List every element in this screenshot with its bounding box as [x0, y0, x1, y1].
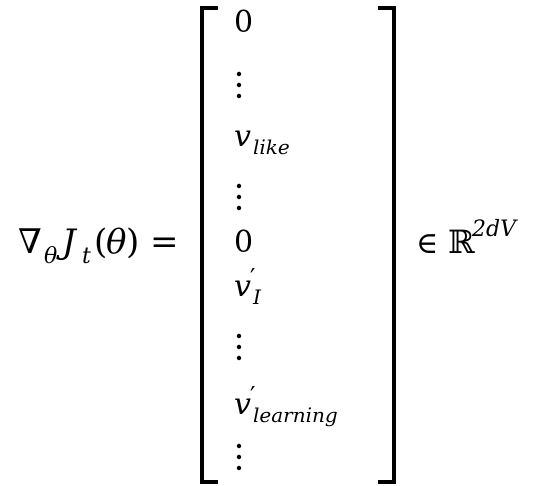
- entry-subscript: learning: [253, 403, 338, 427]
- vdot: [236, 443, 242, 449]
- equals-sign: =: [150, 222, 179, 262]
- vdot: [236, 344, 242, 350]
- left-bracket: [200, 6, 218, 484]
- J-subscript-t: t: [82, 244, 91, 269]
- vdot: [236, 465, 242, 471]
- nabla-subscript-theta: θ: [44, 244, 57, 269]
- vdot: [236, 194, 242, 200]
- entry-base: v: [234, 269, 251, 304]
- element-of-symbol: ∈: [416, 226, 438, 261]
- vdot: [236, 71, 242, 77]
- real-numbers-exponent: 2dV: [471, 217, 518, 242]
- J-symbol: J: [56, 222, 78, 262]
- vdot: [236, 333, 242, 339]
- theta-argument: θ: [106, 222, 126, 262]
- vector-entry: v ′I: [234, 264, 262, 309]
- entry-subscript: I: [252, 285, 262, 309]
- nabla-symbol: ∇: [18, 222, 42, 262]
- vertical-dots: [236, 183, 242, 211]
- entry-base: 0: [234, 5, 253, 40]
- vector-entry: 0: [234, 225, 253, 260]
- vdot: [236, 183, 242, 189]
- entry-subscript: like: [253, 135, 290, 159]
- entry-base: 0: [234, 225, 253, 260]
- entry-prime: ′: [250, 382, 255, 410]
- right-paren: ): [126, 222, 139, 262]
- vdot: [236, 93, 242, 99]
- left-paren: (: [94, 222, 107, 262]
- vector-entry: 0: [234, 5, 253, 40]
- right-bracket: [378, 6, 396, 484]
- vector-entry: v ′learning: [234, 382, 338, 427]
- entry-base: v: [234, 387, 251, 422]
- entry-base: v: [234, 119, 251, 154]
- vdot: [236, 82, 242, 88]
- real-numbers-symbol: ℝ: [448, 223, 475, 261]
- vector-entry: v like: [234, 119, 290, 159]
- vertical-dots: [236, 333, 242, 361]
- vdot: [236, 205, 242, 211]
- vdot: [236, 355, 242, 361]
- vdot: [236, 454, 242, 460]
- entry-prime: ′: [250, 264, 255, 292]
- vertical-dots: [236, 71, 242, 99]
- vertical-dots: [236, 443, 242, 471]
